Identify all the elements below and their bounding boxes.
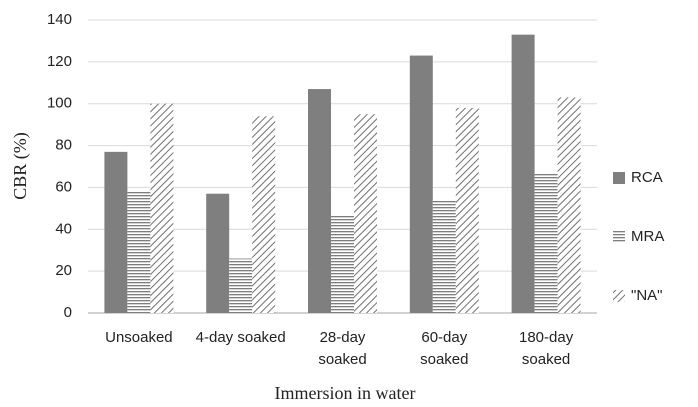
bar [127, 191, 151, 313]
bar [409, 55, 433, 313]
bar [229, 258, 253, 313]
legend-label: RCA [631, 169, 663, 186]
bar [331, 214, 354, 313]
bar [308, 89, 331, 313]
bar [432, 199, 456, 313]
legend-swatch [613, 231, 625, 243]
legend-label: MRA [631, 228, 664, 245]
y-tick-label: 140 [47, 11, 72, 28]
bar [206, 193, 230, 313]
x-tick-label: 180-day soaked [518, 329, 574, 368]
y-tick-label: 40 [55, 220, 72, 237]
legend-label: "NA" [631, 287, 663, 304]
bar [534, 172, 558, 313]
legend-swatch [613, 172, 625, 184]
y-tick-label: 120 [47, 53, 72, 70]
y-tick-label: 100 [47, 95, 72, 112]
y-axis-title: CBR (%) [10, 132, 31, 200]
y-tick-label: 0 [64, 304, 72, 321]
bar [557, 97, 581, 313]
bar [354, 114, 377, 313]
legend-swatch [613, 290, 625, 302]
bar [455, 107, 479, 314]
x-axis-title: Immersion in water [275, 383, 416, 403]
x-tick-label: 60-day soaked [420, 329, 469, 368]
x-tick-label: Unsoaked [105, 329, 173, 346]
bar [104, 151, 128, 313]
bar [511, 34, 535, 314]
y-tick-label: 80 [55, 137, 72, 154]
y-tick-label: 20 [55, 262, 72, 279]
x-tick-label: 4-day soaked [195, 329, 286, 346]
y-tick-label: 60 [55, 178, 72, 195]
bar [252, 116, 276, 314]
bar [150, 103, 174, 313]
x-tick-label: 28-day soaked [318, 329, 367, 368]
